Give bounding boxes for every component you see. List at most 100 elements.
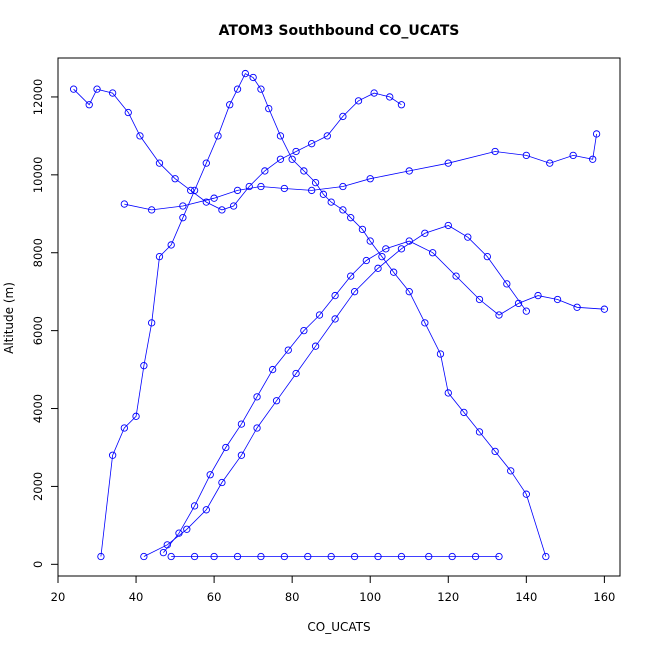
data-point — [276, 132, 285, 140]
data-point — [323, 132, 331, 140]
data-point — [233, 85, 242, 93]
data-point — [573, 303, 581, 311]
data-point — [507, 467, 515, 475]
data-point — [124, 108, 132, 117]
data-point — [210, 194, 218, 202]
data-point — [206, 471, 214, 479]
data-point — [503, 280, 511, 288]
data-point — [179, 202, 187, 210]
data-point — [190, 552, 199, 561]
y-tick-label: 4000 — [31, 394, 45, 423]
x-tick-label: 160 — [593, 590, 615, 604]
data-point — [471, 552, 480, 561]
data-point — [464, 233, 472, 241]
data-point — [233, 186, 242, 195]
data-point — [315, 311, 324, 319]
data-point — [444, 389, 452, 397]
data-point — [569, 151, 577, 160]
x-axis-label: CO_UCATS — [307, 620, 370, 634]
data-point — [265, 104, 273, 113]
data-point — [331, 315, 339, 323]
x-tick-label: 140 — [515, 590, 537, 604]
data-point — [354, 97, 363, 105]
data-point — [190, 502, 199, 510]
data-point — [155, 159, 164, 167]
data-point — [155, 252, 164, 261]
data-point — [452, 272, 460, 280]
data-point — [444, 159, 452, 167]
x-axis: 20 40 60 80 100 120 140 160 — [51, 575, 615, 604]
y-tick-label: 6000 — [31, 316, 45, 345]
data-point — [132, 412, 140, 420]
data-point — [202, 198, 210, 206]
data-point — [405, 167, 413, 175]
data-point — [179, 214, 187, 222]
data-point — [378, 252, 386, 261]
series-3 — [140, 221, 530, 561]
data-point — [339, 182, 347, 191]
data-point — [140, 362, 148, 370]
data-point — [167, 552, 175, 561]
data-point — [183, 525, 191, 533]
data-point — [327, 198, 335, 206]
data-point — [589, 155, 597, 163]
data-point — [237, 451, 246, 459]
data-point — [140, 552, 148, 561]
x-tick-label: 120 — [437, 590, 459, 604]
data-point — [405, 237, 413, 245]
data-point — [272, 397, 281, 405]
data-point — [148, 206, 156, 214]
data-point — [292, 147, 300, 156]
data-point — [522, 307, 530, 315]
data-point — [253, 393, 261, 401]
data-point — [308, 140, 316, 148]
data-point — [522, 490, 530, 498]
data-point — [397, 245, 406, 253]
data-point — [214, 132, 222, 140]
series-4 — [159, 237, 609, 557]
data-point — [319, 190, 328, 198]
plot-area — [69, 69, 609, 561]
data-point — [397, 552, 406, 561]
data-point — [245, 182, 253, 191]
data-point — [108, 451, 117, 459]
data-point — [429, 249, 437, 257]
data-point — [69, 85, 78, 93]
data-point — [366, 237, 374, 245]
data-point — [292, 369, 300, 378]
y-tick-label: 8000 — [31, 238, 45, 267]
data-point — [300, 167, 308, 175]
data-point — [495, 552, 503, 561]
series-5 — [167, 552, 503, 561]
y-tick-label: 2000 — [31, 472, 45, 501]
data-point — [229, 202, 238, 210]
data-point — [218, 206, 226, 214]
y-tick-label: 0 — [31, 561, 45, 568]
data-point — [202, 159, 210, 167]
data-point — [241, 69, 249, 78]
data-point — [436, 350, 445, 358]
series-line — [73, 88, 402, 211]
x-tick-label: 20 — [51, 590, 66, 604]
data-point — [237, 420, 246, 428]
data-point — [534, 291, 542, 300]
y-axis-label: Altitude (m) — [2, 282, 16, 354]
data-point — [592, 130, 601, 138]
data-point — [366, 175, 374, 183]
data-point — [444, 221, 452, 230]
data-point — [261, 167, 269, 175]
data-point — [448, 552, 456, 561]
y-tick-label: 10000 — [31, 157, 45, 194]
data-point — [522, 151, 530, 160]
data-point — [358, 225, 367, 234]
data-point — [542, 552, 550, 561]
data-point — [491, 447, 499, 456]
data-point — [386, 93, 394, 101]
series-line — [163, 240, 605, 553]
data-point — [425, 552, 433, 561]
data-point — [374, 264, 382, 272]
x-tick-label: 60 — [207, 590, 222, 604]
data-point — [600, 305, 609, 313]
series-line — [100, 73, 547, 557]
